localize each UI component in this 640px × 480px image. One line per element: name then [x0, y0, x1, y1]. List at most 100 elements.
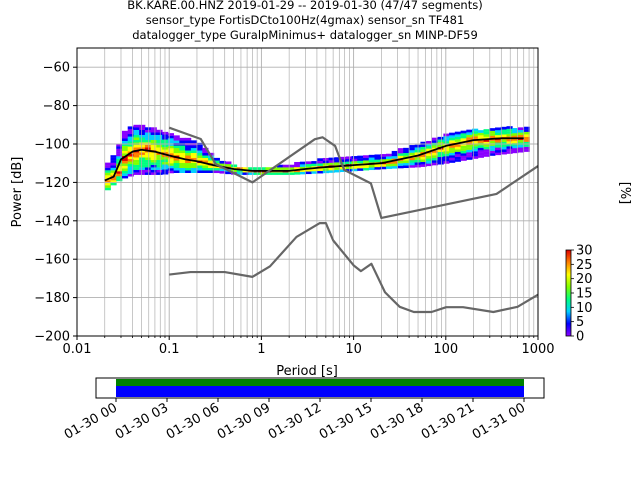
heatmap-cell: [179, 152, 186, 156]
heatmap-cell: [460, 133, 467, 136]
heatmap-cell: [420, 149, 427, 152]
heatmap-cell: [420, 144, 427, 147]
heatmap-cell: [500, 151, 507, 155]
heatmap-cell: [121, 173, 129, 176]
heatmap-cell: [110, 165, 117, 168]
heatmap-cell: [202, 170, 209, 173]
coverage-bar: [116, 386, 524, 397]
heatmap-cell: [466, 129, 473, 133]
heatmap-cell: [213, 157, 220, 161]
heatmap-cell: [454, 131, 461, 135]
heatmap-cell: [104, 170, 111, 173]
heatmap-cell: [208, 167, 215, 171]
heatmap-cell: [127, 138, 134, 142]
heatmap-cell: [299, 171, 307, 175]
heatmap-cell: [133, 127, 140, 130]
coverage-tick-label: 01-30 12: [266, 400, 324, 442]
heatmap-cell: [500, 129, 507, 133]
heatmap-cell: [443, 138, 450, 142]
heatmap-cell: [190, 157, 197, 161]
heatmap-cell: [190, 165, 197, 169]
heatmap-cell: [454, 159, 461, 162]
heatmap-cell: [517, 129, 525, 133]
heatmap-cell: [449, 140, 456, 143]
heatmap-cell: [150, 144, 157, 148]
heatmap-cell: [523, 129, 530, 132]
y-axis-label: Power [dB]: [10, 157, 25, 228]
heatmap-cell: [185, 160, 192, 164]
heatmap-cell: [426, 163, 433, 167]
y-tick-label: −200: [34, 330, 70, 345]
heatmap-cell: [167, 158, 175, 161]
heatmap-cell: [368, 154, 375, 158]
heatmap-cell: [167, 165, 175, 169]
mean-psd-line: [104, 137, 524, 182]
heatmap-cell: [420, 141, 427, 145]
heatmap-cell: [477, 140, 484, 143]
heatmap-cell: [385, 158, 393, 162]
heatmap-cell: [121, 145, 129, 149]
heatmap-cell: [116, 171, 123, 174]
heatmap-cell: [472, 153, 479, 157]
heatmap-cell: [173, 145, 180, 149]
heatmap-cell: [512, 130, 519, 134]
heatmap-cell: [340, 159, 347, 163]
heatmap-cell: [190, 150, 197, 154]
heatmap-cell: [156, 162, 163, 165]
heatmap-cell: [190, 140, 197, 144]
heatmap-cell: [121, 135, 129, 139]
heatmap-cell: [282, 167, 289, 170]
heatmap-cell: [202, 165, 209, 169]
heatmap-cell: [466, 134, 473, 138]
heatmap-cell: [202, 167, 209, 171]
heatmap-cell: [213, 160, 220, 164]
heatmap-cell: [104, 182, 111, 186]
heatmap-cell: [311, 163, 318, 167]
heatmap-cell: [391, 165, 398, 169]
heatmap-cell: [495, 127, 502, 131]
heatmap-cell: [150, 154, 157, 158]
heatmap-cell: [133, 152, 140, 155]
heatmap-cell: [403, 165, 410, 169]
heatmap-cell: [340, 161, 347, 165]
heatmap-cell: [156, 157, 163, 160]
heatmap-cell: [179, 137, 186, 141]
x-tick-label: 10: [345, 342, 362, 357]
heatmap-cell: [179, 162, 186, 166]
heatmap-cell: [449, 132, 456, 136]
heatmap-cell: [167, 155, 175, 159]
heatmap-cell: [196, 150, 203, 154]
heatmap-cell: [121, 163, 129, 166]
heatmap-cell: [489, 140, 496, 144]
heatmap-cell: [403, 157, 410, 161]
heatmap-cell: [454, 139, 461, 142]
heatmap-cell: [460, 138, 467, 141]
heatmap-cell: [185, 165, 192, 169]
heatmap-cell: [391, 155, 398, 159]
heatmap-cell: [121, 150, 129, 154]
heatmap-cell: [483, 149, 490, 152]
heatmap-cell: [150, 167, 157, 170]
heatmap-cell: [276, 167, 284, 170]
heatmap-cell: [110, 155, 117, 158]
heatmap-cell: [483, 129, 490, 132]
heatmap-cell: [397, 165, 404, 169]
heatmap-cell: [127, 163, 134, 167]
heatmap-cell: [437, 139, 444, 143]
heatmap-cell: [173, 170, 180, 173]
heatmap-cell: [150, 162, 157, 165]
heatmap-cell: [517, 147, 525, 151]
heatmap-cell: [225, 161, 232, 165]
heatmap-cell: [426, 145, 433, 149]
heatmap-cell: [483, 154, 490, 157]
heatmap-cell: [466, 147, 473, 150]
plot-lines: [104, 126, 539, 314]
x-tick-label: 1000: [521, 342, 554, 357]
heatmap-cell: [449, 137, 456, 141]
heatmap-cell: [334, 159, 341, 163]
heatmap-cell: [213, 167, 220, 171]
heatmap-cell: [139, 139, 146, 143]
heatmap-cell: [374, 166, 381, 170]
heatmap-cell: [397, 150, 404, 154]
heatmap-cell: [110, 162, 117, 166]
